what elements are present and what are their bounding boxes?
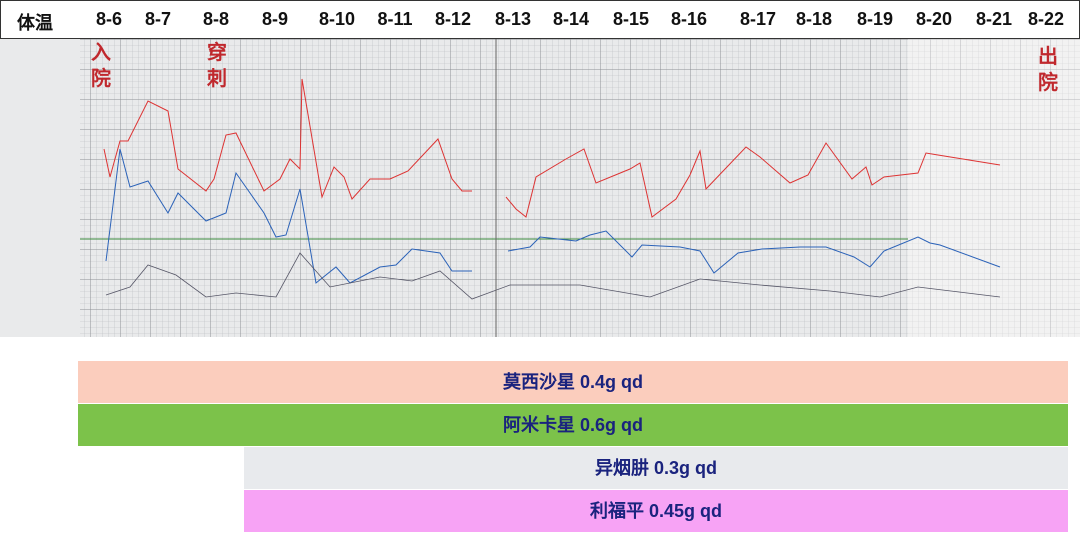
medication-bar: 阿米卡星 0.6g qd [78, 404, 1068, 446]
trace-red [103, 78, 472, 200]
annotation: 穿刺 [207, 42, 227, 90]
medication-bar: 利福平 0.45g qd [244, 490, 1068, 532]
trace-blue [105, 148, 472, 284]
date-label: 8-8 [202, 9, 230, 29]
date-label: 8-10 [318, 9, 356, 29]
date-label: 8-12 [434, 9, 472, 29]
date-label: 8-20 [915, 9, 953, 29]
date-label: 8-7 [144, 9, 172, 29]
trace-pulse [105, 252, 1001, 300]
date-label: 8-16 [670, 9, 708, 29]
date-label: 8-6 [95, 9, 123, 29]
annotation: 入院 [91, 42, 111, 90]
date-label: 8-17 [739, 9, 777, 29]
date-label: 8-18 [795, 9, 833, 29]
date-label: 8-15 [612, 9, 650, 29]
trace-red-2 [505, 142, 1001, 218]
trace-blue-2 [507, 230, 1001, 274]
grid-paper [80, 39, 908, 337]
medication-bar: 莫西沙星 0.4g qd [78, 361, 1068, 403]
date-label: 8-21 [975, 9, 1013, 29]
medication-bar: 异烟肼 0.3g qd [244, 447, 1068, 489]
temperature-chart-photo [0, 39, 1080, 337]
date-label: 8-11 [377, 9, 413, 29]
date-header: 体温 8-6 8-7 8-8 8-9 8-10 8-11 8-12 8-13 8-14 8-15 8… [0, 0, 1080, 39]
date-label: 8-22 [1027, 9, 1065, 29]
date-label: 8-13 [494, 9, 532, 29]
date-label: 8-14 [552, 9, 590, 29]
grid-paper-2-lines [908, 39, 1080, 337]
header-label: 体温 [17, 13, 53, 33]
date-label: 8-9 [261, 9, 289, 29]
annotation: 出院 [1038, 46, 1058, 94]
date-label: 8-19 [856, 9, 894, 29]
